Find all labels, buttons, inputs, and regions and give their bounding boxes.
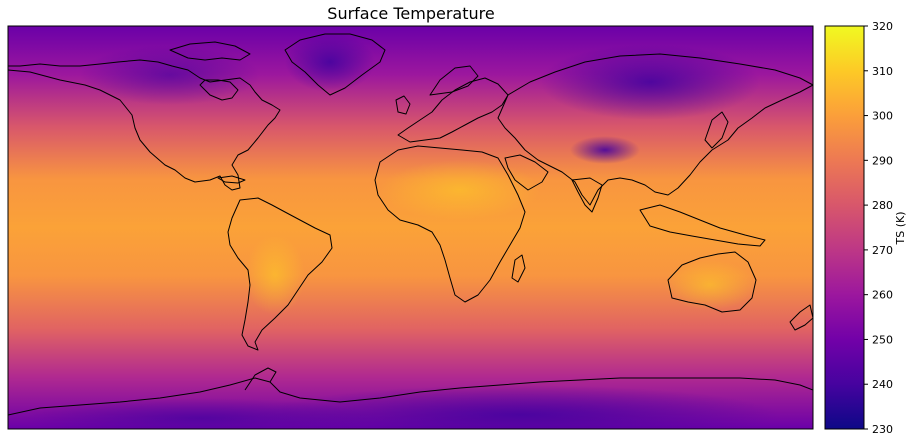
- sahara-warm-region: [380, 160, 540, 220]
- new-zealand-coast: [789, 304, 813, 331]
- map-panel: [8, 26, 813, 429]
- north-america-coast: [8, 59, 281, 191]
- hudson-bay-coast: [199, 79, 239, 101]
- colorbar-tick-label: 260: [872, 289, 893, 302]
- map-frame: [7, 25, 814, 430]
- asia-coast: [497, 53, 813, 206]
- tibet-cold-region: [570, 136, 640, 164]
- colorbar-tick-label: 320: [872, 20, 893, 33]
- colorbar-tick-label: 290: [872, 154, 893, 167]
- colorbar-tick-label: 230: [872, 423, 893, 436]
- southeast-asia-islands-coast: [639, 204, 766, 247]
- colorbar-tick-label: 300: [872, 110, 893, 123]
- colorbar-label: TS (K): [894, 212, 907, 246]
- colorbar: 230 240 250 260 270 280 290 300 310 320 TS (K): [824, 20, 907, 436]
- japan-coast: [704, 111, 729, 149]
- colorbar-tick-label: 250: [872, 333, 893, 346]
- india-coast: [571, 177, 603, 213]
- antarctica-coast: [8, 377, 813, 416]
- canada-cold-region: [80, 45, 260, 105]
- colorbar-tick-label: 310: [872, 65, 893, 78]
- siberia-cold-region: [540, 44, 760, 120]
- antarctica-west-cold-region: [20, 398, 380, 429]
- cuba-coast: [217, 175, 246, 184]
- colorbar-ticks: 230 240 250 260 270 280 290 300 310 320: [864, 20, 893, 436]
- south-america-coast: [227, 197, 333, 351]
- colorbar-tick-label: 240: [872, 378, 893, 391]
- colorbar-tick-label: 270: [872, 244, 893, 257]
- british-isles-coast: [395, 95, 411, 115]
- greenland-cold-region: [285, 32, 375, 92]
- canadian-archipelago-coast: [169, 41, 251, 61]
- australia-warm-region: [665, 260, 755, 310]
- madagascar-coast: [511, 254, 526, 283]
- coastlines: [8, 33, 813, 416]
- arabia-coast: [504, 154, 549, 191]
- africa-coast: [374, 145, 526, 303]
- scandinavia-coast: [429, 65, 479, 96]
- greenland-coast: [284, 33, 386, 96]
- australia-coast: [667, 251, 757, 313]
- antarctic-peninsula-coast: [244, 367, 277, 391]
- south-america-warm-region: [245, 235, 305, 315]
- colorbar-tick-label: 280: [872, 199, 893, 212]
- colorbar-gradient: [824, 25, 865, 430]
- plot-title: Surface Temperature: [327, 4, 494, 23]
